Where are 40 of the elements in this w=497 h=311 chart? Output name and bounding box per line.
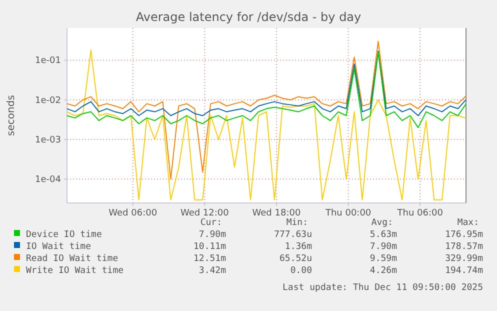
y-tick-label: 1e-02 xyxy=(35,96,61,106)
text: 777.63u xyxy=(274,230,312,240)
text: Min: xyxy=(286,218,308,228)
legend-label: Read IO Wait time xyxy=(26,254,118,264)
x-tick-label: Wed 18:00 xyxy=(252,208,301,218)
text: 5.63m xyxy=(370,230,397,240)
text: 9.59m xyxy=(370,254,397,264)
text: 65.52u xyxy=(279,254,312,264)
legend-label: Device IO time xyxy=(26,230,102,240)
x-tick-label: Wed 12:00 xyxy=(180,208,230,218)
text: 4.26m xyxy=(370,266,397,276)
text: 10.11m xyxy=(193,242,226,252)
line-series xyxy=(66,50,466,116)
legend-label: Write IO Wait time xyxy=(26,266,124,276)
text: 3.42m xyxy=(198,266,226,276)
y-axis-title: seconds xyxy=(6,95,17,136)
x-tick-label: Thu 00:00 xyxy=(324,208,372,218)
text: 329.99m xyxy=(445,254,483,264)
y-tick-label: 1e-01 xyxy=(35,56,61,66)
text: Last update: Thu Dec 11 09:50:00 2025 xyxy=(282,283,483,293)
line-series xyxy=(66,50,466,200)
text: Avg: xyxy=(371,218,393,228)
text: 176.95m xyxy=(445,230,483,240)
text: 194.74m xyxy=(445,266,483,276)
line-series xyxy=(66,52,466,128)
text: 0.00 xyxy=(290,266,312,276)
text: 178.57m xyxy=(445,242,483,252)
text: 7.90m xyxy=(370,242,397,252)
x-tick-label: Wed 06:00 xyxy=(108,208,158,218)
text: Max: xyxy=(457,218,479,228)
text: 1.36m xyxy=(284,242,312,252)
legend-label: IO Wait time xyxy=(26,242,92,252)
text: 7.90m xyxy=(198,230,226,240)
x-tick-label: Thu 06:00 xyxy=(396,208,444,218)
y-tick-label: 1e-04 xyxy=(35,175,62,186)
chart-title: Average latency for /dev/sda - by day xyxy=(136,10,362,24)
text: 12.51m xyxy=(193,254,226,264)
line-series xyxy=(66,40,466,180)
y-tick-label: 1e-03 xyxy=(35,135,61,146)
text: Cur: xyxy=(200,218,222,228)
